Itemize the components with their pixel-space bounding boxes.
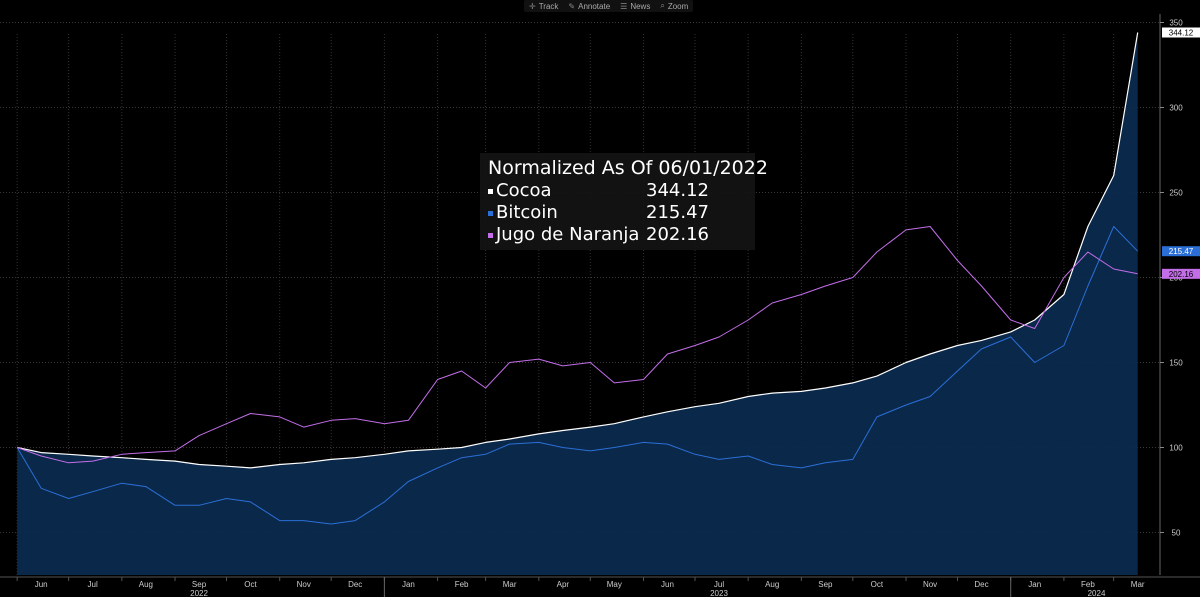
x-tick-label: Feb [455, 580, 469, 589]
toolbar-label: Track [538, 1, 559, 11]
crosshair-icon: ✛ [529, 1, 536, 11]
legend-entry: Bitcoin 215.47 [488, 202, 747, 224]
series-line-jugo-de-naranja [17, 226, 1138, 464]
legend-entry-name: Bitcoin [496, 202, 558, 223]
series-line-cocoa [17, 32, 1139, 469]
x-tick-label: Jan [1028, 580, 1041, 589]
x-tick-label: Oct [871, 580, 884, 589]
y-tick-label: 300 [1169, 104, 1183, 113]
badge-background [1162, 268, 1200, 279]
y-axis: 50100150200250300350 [1159, 14, 1183, 575]
toolbar-annotate-button[interactable]: ✎ Annotate [563, 0, 615, 12]
x-tick-label: Sep [818, 580, 833, 589]
y-tick-label: 350 [1169, 19, 1183, 28]
toolbar-news-button[interactable]: ☰ News [615, 0, 655, 12]
x-tick-label: Mar [1131, 580, 1145, 589]
x-tick-label: Mar [503, 580, 517, 589]
toolbar-label: Zoom [667, 1, 689, 11]
last-value-badge: 202.16 [1162, 268, 1200, 279]
y-tick-label: 150 [1169, 359, 1183, 368]
series-area-cocoa [17, 32, 1138, 575]
toolbar-label: News [630, 1, 651, 11]
toolbar-zoom-button[interactable]: ⌕ Zoom [655, 0, 693, 12]
legend-swatch [488, 189, 493, 194]
x-year-label: 2023 [710, 589, 728, 597]
legend-entry: Cocoa 344.12 [488, 180, 747, 202]
y-tick-label: 100 [1169, 444, 1183, 453]
news-icon: ☰ [620, 1, 628, 11]
toolbar-label: Annotate [578, 1, 611, 11]
legend-entry: Jugo de Naranja 202.16 [488, 224, 747, 246]
x-year-label: 2022 [190, 589, 208, 597]
magnifier-icon: ⌕ [660, 1, 665, 10]
x-tick-label: Apr [557, 580, 570, 589]
series-line-bitcoin [16, 226, 1139, 525]
chart-toolbar: ✛ Track ✎ Annotate ☰ News ⌕ Zoom [524, 0, 694, 12]
last-value-badge: 215.47 [1162, 246, 1200, 257]
series-areas [17, 32, 1138, 575]
x-tick-label: Dec [974, 580, 988, 589]
last-value-badges: 344.12 215.47 202.16 [1162, 27, 1200, 279]
legend-title: Normalized As Of 06/01/2022 [488, 157, 768, 179]
x-year-label: 2024 [1088, 589, 1106, 597]
x-tick-label: Dec [348, 580, 362, 589]
x-tick-label: May [607, 580, 622, 589]
x-tick-label: Nov [297, 580, 311, 589]
legend-swatch [488, 211, 493, 216]
legend-entries: Cocoa 344.12 Bitcoin 215.47 Jugo de Naranja 2… [488, 180, 747, 246]
legend-entry-name: Jugo de Naranja [496, 224, 640, 245]
badge-label: 344.12 [1169, 28, 1194, 37]
legend-entry-name: Cocoa [496, 180, 552, 201]
x-tick-label: Sep [192, 580, 207, 589]
x-tick-label: Oct [244, 580, 257, 589]
x-tick-label: Jan [402, 580, 415, 589]
pencil-icon: ✎ [568, 1, 576, 11]
legend-swatch [488, 233, 493, 238]
legend-entry-value: 215.47 [646, 202, 709, 223]
x-tick-label: Jul [714, 580, 724, 589]
badge-label: 215.47 [1169, 247, 1194, 256]
toolbar-track-button[interactable]: ✛ Track [524, 0, 563, 12]
x-axis: Jun Jul Aug Sep Oct Nov Dec Jan Feb Mar Apr May Jun J… [0, 576, 1200, 597]
series-lines [16, 32, 1139, 525]
legend: Normalized As Of 06/01/2022 Cocoa 344.12 B… [480, 153, 768, 250]
x-tick-label: Aug [139, 580, 153, 589]
y-tick-label: 250 [1169, 189, 1183, 198]
x-tick-label: Jun [661, 580, 674, 589]
last-value-badge: 344.12 [1162, 27, 1200, 38]
legend-entry-value: 202.16 [646, 224, 709, 245]
legend-entry-value: 344.12 [646, 180, 709, 201]
badge-background [1162, 27, 1200, 38]
x-tick-label: Nov [923, 580, 937, 589]
x-tick-label: Feb [1081, 580, 1095, 589]
x-tick-label: Jul [88, 580, 98, 589]
y-tick-label: 50 [1172, 529, 1181, 538]
badge-background [1162, 246, 1200, 257]
x-tick-label: Aug [765, 580, 779, 589]
x-tick-label: Jun [35, 580, 48, 589]
badge-label: 202.16 [1169, 270, 1194, 279]
